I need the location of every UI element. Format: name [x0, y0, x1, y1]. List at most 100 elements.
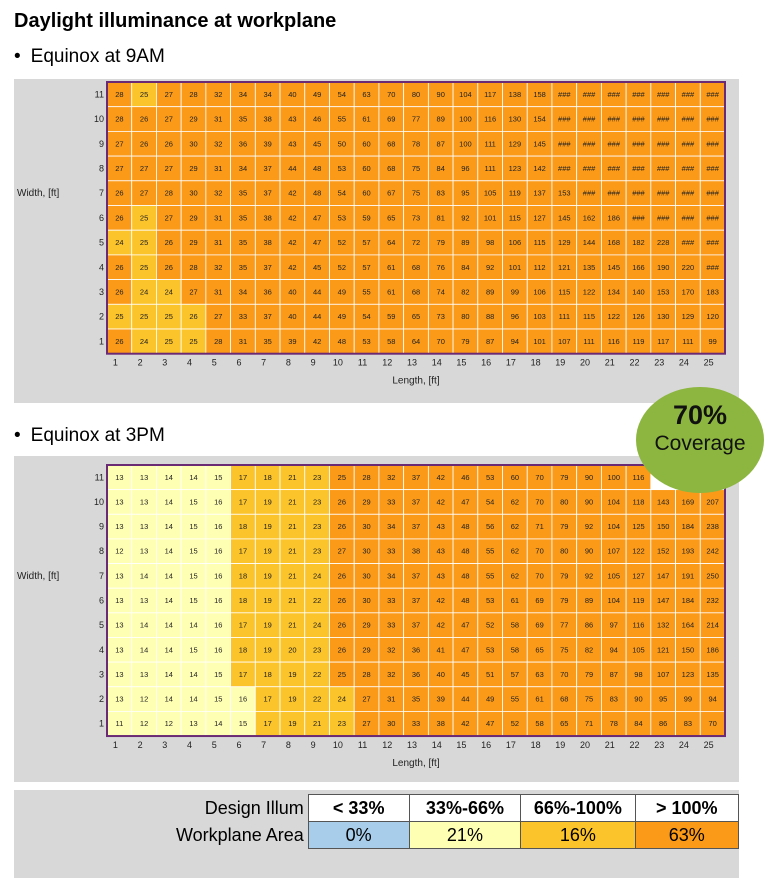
cell-label: 138 — [509, 90, 522, 99]
heatmap-cell — [205, 710, 232, 737]
heatmap-cell — [502, 489, 528, 515]
heatmap-cell — [279, 180, 306, 206]
heatmap-cell — [378, 686, 405, 712]
cell-label: 35 — [264, 337, 272, 346]
cell-label: 14 — [189, 621, 197, 630]
y-tick-label: 11 — [95, 89, 104, 99]
heatmap-cell — [378, 612, 405, 638]
cell-label: 19 — [264, 571, 272, 580]
heatmap-cell — [625, 489, 652, 515]
y-tick-label: 11 — [95, 472, 104, 482]
heatmap-cell — [304, 661, 330, 688]
cell-label: 13 — [115, 571, 123, 580]
cell-label: 64 — [412, 337, 420, 346]
cell-label: 14 — [140, 645, 148, 654]
cell-label: ### — [682, 115, 695, 124]
x-tick-label: 3 — [162, 740, 167, 750]
heatmap-cell — [156, 254, 182, 280]
cell-label: 30 — [189, 139, 197, 148]
cell-label: 140 — [632, 287, 645, 296]
heatmap-cell — [304, 538, 330, 564]
cell-label: 186 — [706, 645, 719, 654]
heatmap-cell — [156, 538, 182, 564]
cell-label: 38 — [264, 213, 272, 222]
heatmap-cell — [675, 686, 701, 712]
heatmap-cell — [675, 254, 701, 280]
heatmap-cell — [279, 612, 306, 638]
cell-label: 104 — [608, 596, 621, 605]
y-tick-label: 10 — [94, 114, 104, 124]
heatmap-cell — [329, 81, 355, 108]
cell-label: 49 — [313, 90, 321, 99]
heatmap-cell — [180, 489, 207, 515]
heatmap-cell — [353, 229, 380, 256]
cell-label: 112 — [534, 263, 546, 272]
chart-title-3pm: Equinox at 3PM — [30, 425, 165, 446]
cell-label: ### — [682, 164, 695, 173]
heatmap-cell — [601, 303, 627, 330]
heatmap-cell — [625, 254, 652, 280]
cell-label: 122 — [608, 312, 621, 321]
cell-label: 67 — [387, 189, 395, 198]
cell-label: 68 — [412, 287, 420, 296]
heatmap-cell — [353, 538, 380, 564]
heatmap-9am: 28 25 27 28 32 34 34 40 49 54 63 70 80 90 104 117 138 158… — [14, 79, 739, 403]
heatmap-cell — [279, 279, 306, 305]
heatmap-cell — [502, 81, 528, 108]
heatmap-cell — [131, 205, 157, 231]
heatmap-cell — [205, 303, 232, 330]
cell-label: ### — [657, 213, 670, 222]
heatmap-cell — [650, 180, 676, 206]
cell-label: ### — [558, 164, 571, 173]
cell-label: 90 — [585, 497, 593, 506]
heatmap-cell — [353, 464, 380, 491]
cell-label: 48 — [461, 522, 469, 531]
cell-label: 30 — [189, 189, 197, 198]
cell-label: 27 — [165, 164, 173, 173]
cell-label: 13 — [115, 621, 123, 630]
cell-label: 152 — [657, 547, 670, 556]
heatmap-cell — [477, 710, 503, 737]
cell-label: 119 — [509, 189, 521, 198]
x-tick-label: 13 — [407, 740, 417, 750]
cell-label: 144 — [583, 238, 596, 247]
cell-label: 15 — [214, 670, 222, 679]
cell-label: 21 — [313, 719, 321, 728]
heatmap-cell — [304, 612, 330, 638]
cell-label: ### — [632, 213, 645, 222]
heatmap-cell — [131, 710, 157, 737]
heatmap-cell — [205, 131, 232, 157]
cell-label: 75 — [560, 645, 568, 654]
heatmap-cell — [156, 155, 182, 182]
heatmap-cell — [601, 661, 627, 688]
cell-label: 59 — [387, 312, 395, 321]
heatmap-cell — [526, 637, 553, 663]
heatmap-cell — [650, 513, 676, 540]
cell-label: 86 — [585, 621, 593, 630]
y-tick-label: 7 — [99, 188, 104, 198]
heatmap-cell — [427, 254, 454, 280]
cell-label: 105 — [608, 571, 621, 580]
heatmap-cell — [675, 538, 701, 564]
y-tick-label: 5 — [99, 620, 104, 630]
heatmap-cell — [452, 180, 479, 206]
heatmap-cell — [551, 489, 578, 515]
heatmap-cell — [279, 464, 306, 491]
cell-label: 70 — [535, 497, 543, 506]
cell-label: 169 — [682, 497, 695, 506]
y-tick-label: 4 — [99, 645, 104, 655]
cell-label: 25 — [140, 90, 148, 99]
heatmap-border — [106, 464, 726, 738]
cell-label: 21 — [288, 497, 296, 506]
heatmap-cell — [699, 205, 726, 231]
cell-label: 99 — [511, 287, 519, 296]
cell-label: 46 — [461, 473, 469, 482]
cell-label: 153 — [558, 189, 571, 198]
cell-label: 42 — [437, 473, 445, 482]
y-tick-label: 6 — [99, 596, 104, 606]
heatmap-cell — [329, 489, 355, 515]
cell-label: 35 — [239, 189, 247, 198]
cell-label: 96 — [461, 164, 469, 173]
heatmap-cell — [106, 587, 133, 614]
cell-label: 58 — [511, 621, 519, 630]
